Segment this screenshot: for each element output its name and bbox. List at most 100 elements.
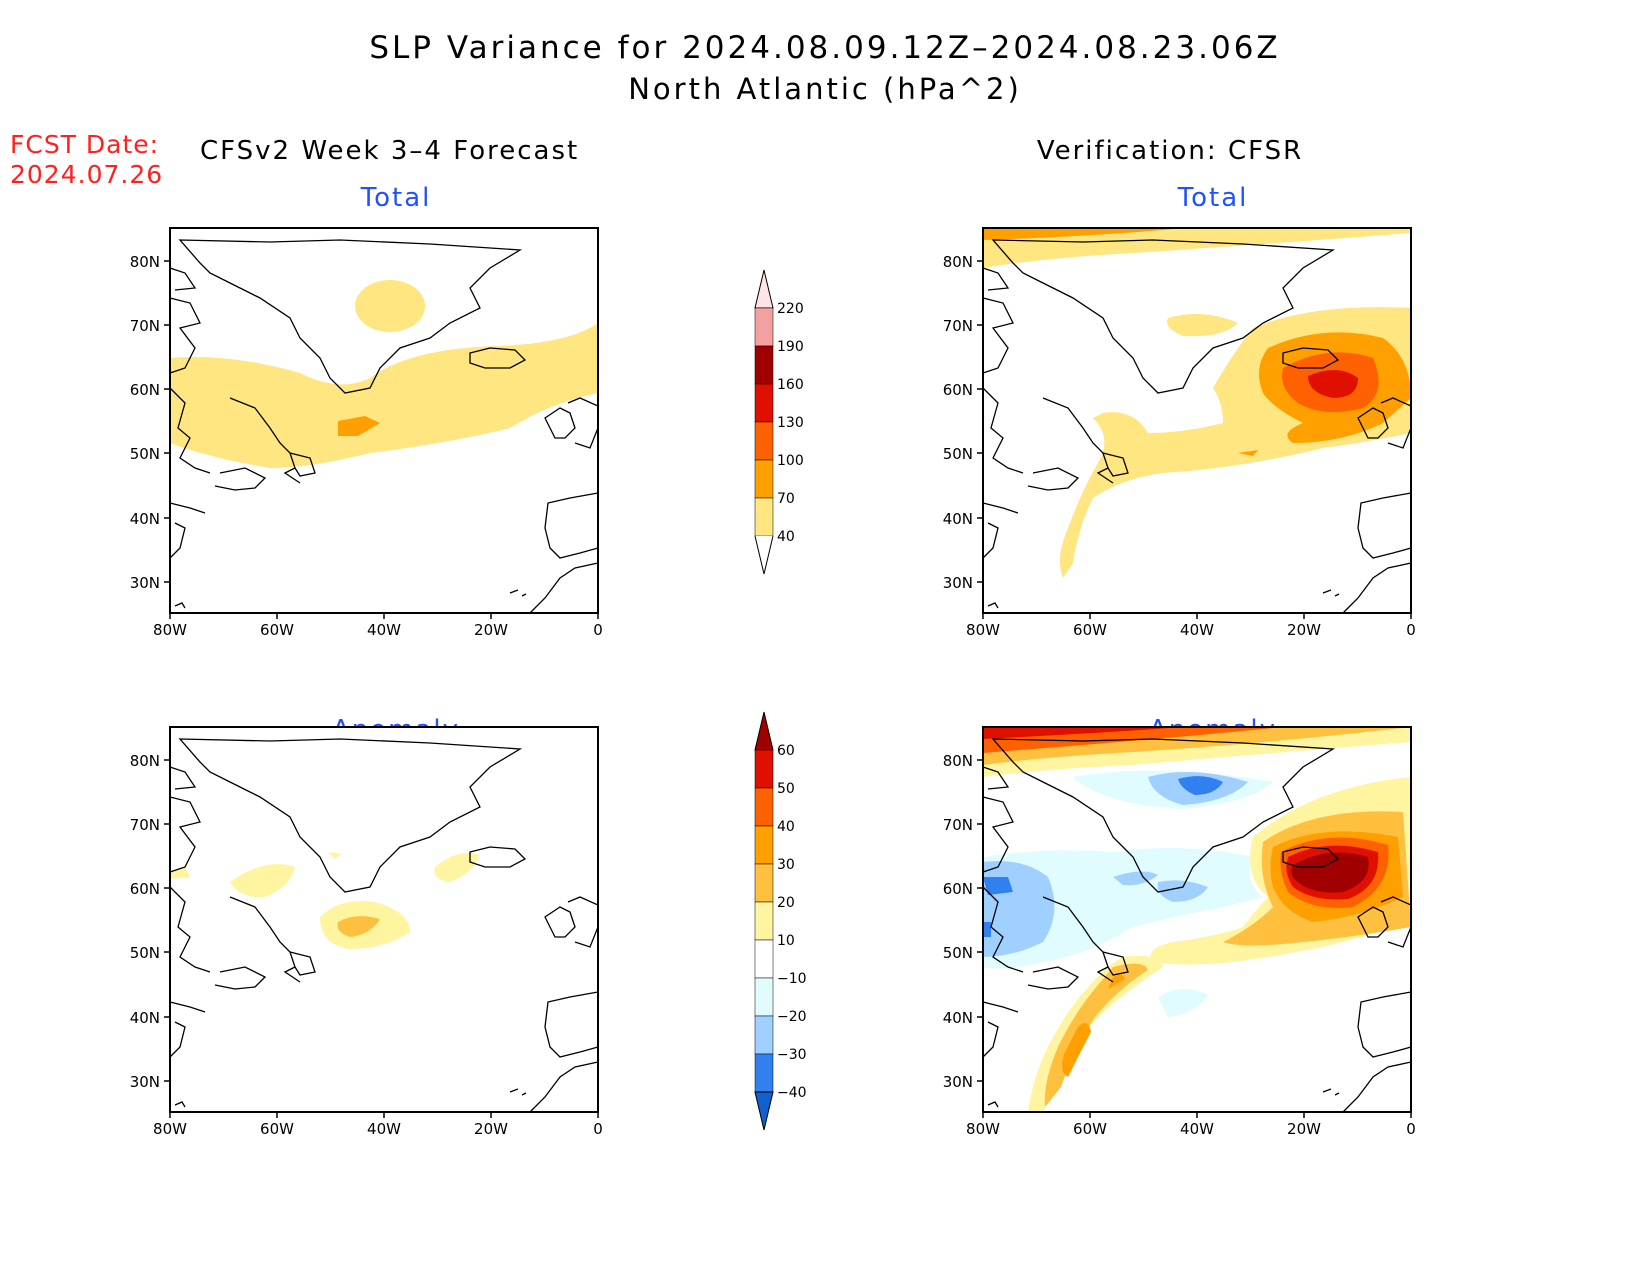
lat-label: 70N [943,816,973,834]
lat-label: 70N [130,317,160,335]
colorbar-anomaly-tick-label: 30 [777,857,795,873]
colorbar-total-tick-label: 130 [777,415,804,431]
colorbar-anomaly-segment [754,1053,774,1093]
axis-labels: 80N 70N 60N 50N 40N 30N 80W 60W 40W 20W 0 80N 70N 60N… [130,253,1416,1138]
lon-label: 0 [593,621,603,639]
lon-label: 0 [1406,621,1416,639]
shading-40-70-greenland [355,280,425,332]
forecast-anomaly-map [169,726,599,1113]
lat-label: 30N [130,1073,160,1091]
lat-label: 50N [943,445,973,463]
lon-label: 40W [367,621,401,639]
colorbar-anomaly-tick-label: 40 [777,819,795,835]
forecast-total-heading: Total [360,183,432,213]
colorbar-anomaly-tick-label: −10 [777,971,807,987]
colorbar-anomaly-tick-label: 20 [777,895,795,911]
colorbar-total-tick-label: 160 [777,377,804,393]
lon-label: 80W [966,1120,1000,1138]
main-title: SLP Variance for 2024.08.09.12Z–2024.08.… [369,30,1281,66]
lon-label: 0 [1406,1120,1416,1138]
lat-label: 60N [943,381,973,399]
colorbar-total: 220 190 160 130 100 70 40 [754,269,804,575]
lat-label: 60N [130,381,160,399]
colorbar-anomaly-tick-label: 50 [777,781,795,797]
lat-label: 60N [943,880,973,898]
colorbar-anomaly-segment [754,977,774,1017]
lat-label: 80N [943,752,973,770]
lon-label: 20W [1287,621,1321,639]
colorbar-total-tick-label: 40 [777,529,795,545]
colorbar-total-tick-label: 70 [777,491,795,507]
lat-label: 30N [943,574,973,592]
colorbar-total-segment [754,459,774,499]
colorbar-anomaly-segment [754,939,774,979]
colorbar-anomaly-tick-label: 60 [777,743,795,759]
lon-label: 80W [966,621,1000,639]
lat-label: 40N [130,1009,160,1027]
lat-label: 70N [943,317,973,335]
colorbar-anomaly-segment [754,863,774,903]
lon-label: 60W [1073,621,1107,639]
verification-total-heading: Total [1177,183,1249,213]
lon-label: 80W [153,1120,187,1138]
colorbar-total-tick-label: 190 [777,339,804,355]
lat-label: 50N [130,445,160,463]
forecast-column-heading: CFSv2 Week 3–4 Forecast [200,136,580,166]
verification-anomaly-map [982,726,1412,1113]
colorbar-anomaly-segment [754,1015,774,1055]
colorbar-anomaly-top-arrow [754,711,774,751]
verification-total-map [982,227,1412,614]
lat-label: 70N [130,816,160,834]
colorbar-total-tick-label: 220 [777,301,804,317]
colorbar-total-segment [754,307,774,347]
lat-label: 30N [943,1073,973,1091]
lon-label: 0 [593,1120,603,1138]
colorbar-anomaly-tick-label: −20 [777,1009,807,1025]
colorbar-total-segment [754,383,774,423]
lat-label: 80N [943,253,973,271]
colorbar-anomaly: 60 50 40 30 20 10 −10 −20 −30 −40 [754,711,807,1131]
lon-label: 80W [153,621,187,639]
forecast-total-map [169,227,599,614]
lon-label: 40W [1180,621,1214,639]
verification-column-heading: Verification: CFSR [1036,136,1304,166]
lat-label: 30N [130,574,160,592]
shading-top-band-orange [983,228,1183,240]
colorbar-anomaly-segment [754,901,774,941]
colorbar-total-bottom-arrow [754,535,774,575]
colorbar-anomaly-segment [754,825,774,865]
subtitle: North Atlantic (hPa^2) [628,72,1022,106]
shading-top-band [983,228,1411,268]
lon-label: 40W [1180,1120,1214,1138]
lon-label: 20W [474,621,508,639]
lat-label: 50N [943,944,973,962]
lon-label: 60W [1073,1120,1107,1138]
lat-label: 40N [943,1009,973,1027]
colorbar-anomaly-tick-label: −40 [777,1085,807,1101]
shading-40-70 [170,323,598,468]
lat-label: 80N [130,253,160,271]
lat-label: 40N [943,510,973,528]
colorbar-anomaly-segment [754,787,774,827]
lon-label: 60W [260,1120,294,1138]
colorbar-total-segment [754,345,774,385]
lon-label: 60W [260,621,294,639]
colorbar-total-top-arrow [754,269,774,309]
fcst-date-value: 2024.07.26 [10,160,164,189]
colorbar-anomaly-tick-label: −30 [777,1047,807,1063]
colorbar-total-segment [754,497,774,537]
colorbar-anomaly-bottom-arrow [754,1091,774,1131]
shading-70-100 [338,416,380,436]
colorbar-total-tick-label: 100 [777,453,804,469]
colorbar-anomaly-tick-label: 10 [777,933,795,949]
lat-label: 80N [130,752,160,770]
lon-label: 20W [1287,1120,1321,1138]
colorbar-total-segment [754,421,774,461]
fcst-date-label: FCST Date: [10,130,160,159]
lon-label: 40W [367,1120,401,1138]
lat-label: 60N [130,880,160,898]
colorbar-anomaly-segment [754,749,774,789]
lon-label: 20W [474,1120,508,1138]
lat-label: 50N [130,944,160,962]
